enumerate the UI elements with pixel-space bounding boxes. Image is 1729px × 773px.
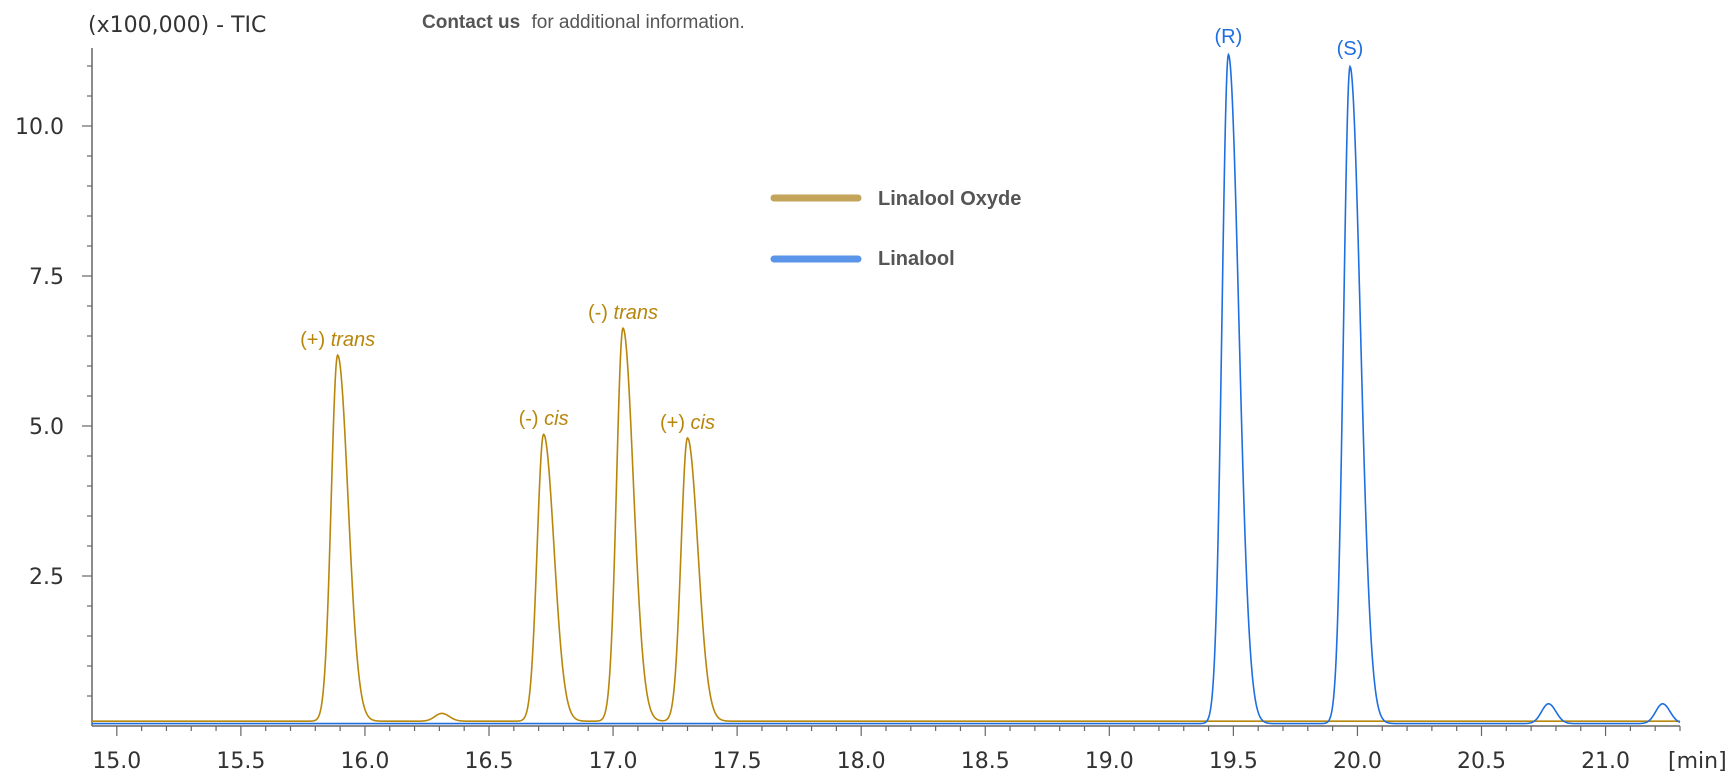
peak-label: (R): [1215, 26, 1243, 48]
x-tick-label: 21.0: [1581, 749, 1630, 773]
y-axis-label: (x100,000) - TIC: [88, 13, 266, 38]
contact-rest-text: for additional information.: [531, 12, 744, 33]
x-tick-label: 18.0: [837, 749, 886, 773]
x-tick-label: 15.5: [216, 749, 265, 773]
y-axis-ticks: 2.5 5.0 7.5 10.0: [15, 65, 92, 697]
x-tick-label: 19.5: [1209, 749, 1258, 773]
x-axis-ticks: 15.0 15.5 16.0 16.5 17.0 17.5 18.0 18.5 19.0 19.5…: [92, 726, 1681, 773]
contact-us-link[interactable]: Contact us: [422, 12, 520, 33]
x-tick-label: 16.0: [340, 749, 389, 773]
x-tick-label: 20.5: [1457, 749, 1506, 773]
series-line-linalool: [92, 52, 1681, 725]
x-tick-label: 20.0: [1333, 749, 1382, 773]
legend-label-linalool: Linalool: [878, 248, 955, 270]
x-tick-label: 17.0: [589, 749, 638, 773]
x-tick-label: 17.5: [713, 749, 762, 773]
series-line-linalool-oxyde: [92, 326, 1680, 722]
x-tick-label: 15.0: [92, 749, 141, 773]
legend-label-linalool-oxyde: Linalool Oxyde: [878, 188, 1021, 210]
y-tick-label: 10.0: [15, 115, 64, 140]
legend: Linalool Oxyde Linalool: [770, 188, 1021, 270]
y-tick-label: 2.5: [29, 565, 64, 590]
peak-label: (-) trans: [588, 302, 658, 324]
peak-label: (+) cis: [660, 412, 715, 434]
contact-note: Contact us for additional information.: [422, 12, 745, 33]
x-tick-label: 16.5: [465, 749, 514, 773]
y-tick-label: 5.0: [29, 415, 64, 440]
y-tick-label: 7.5: [29, 265, 64, 290]
peak-label: (S): [1337, 38, 1364, 60]
series-lines: [92, 52, 1681, 725]
peak-label: (+) trans: [300, 329, 375, 351]
peak-label: (-) cis: [519, 408, 569, 430]
x-axis-label: [min]: [1668, 749, 1727, 773]
x-tick-label: 18.5: [961, 749, 1010, 773]
peak-labels: (+) trans (-) cis (-) trans (+) cis (R) (S): [300, 26, 1363, 434]
x-tick-label: 19.0: [1085, 749, 1134, 773]
